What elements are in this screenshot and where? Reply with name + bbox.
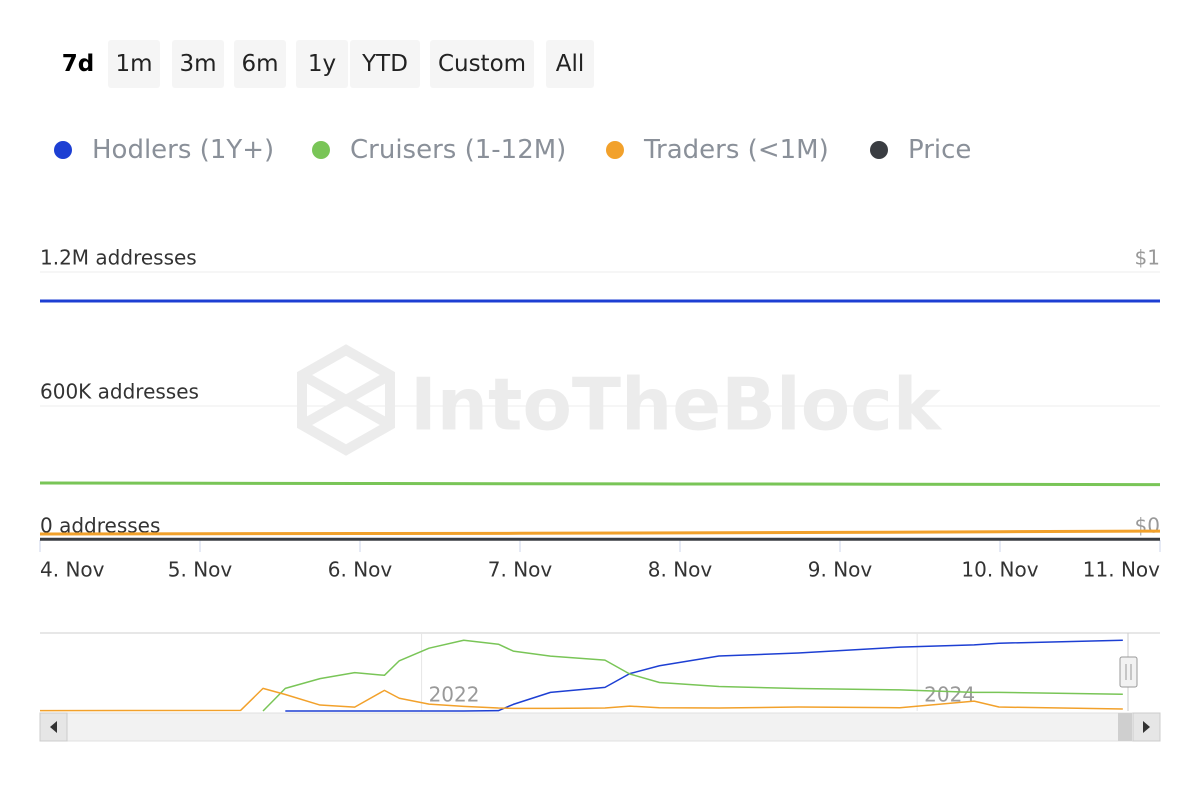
navigator-tick-label: 2022 bbox=[429, 683, 480, 707]
x-tick-label: 9. Nov bbox=[808, 558, 873, 582]
y2-tick-label: $0 bbox=[1135, 514, 1160, 538]
range-button[interactable]: 1y bbox=[296, 40, 348, 88]
x-tick-label: 11. Nov bbox=[1083, 558, 1160, 582]
x-tick-label: 10. Nov bbox=[961, 558, 1038, 582]
legend-marker bbox=[870, 141, 888, 159]
x-tick-label: 8. Nov bbox=[648, 558, 713, 582]
series-line bbox=[39, 529, 1161, 536]
series-line bbox=[285, 639, 1123, 712]
range-button[interactable]: 6m bbox=[234, 40, 286, 88]
watermark: IntoTheBlock bbox=[410, 363, 943, 447]
range-button[interactable]: 3m bbox=[172, 40, 224, 88]
scrollbar[interactable] bbox=[39, 712, 1161, 742]
legend-item[interactable]: Price bbox=[870, 132, 971, 168]
series-line bbox=[39, 687, 1123, 712]
series-line bbox=[262, 639, 1123, 712]
x-tick-label: 7. Nov bbox=[488, 558, 553, 582]
x-tick-label: 5. Nov bbox=[168, 558, 233, 582]
y-tick-label: 600K addresses bbox=[40, 380, 199, 404]
x-tick-label: 4. Nov bbox=[40, 558, 105, 582]
legend-label: Cruisers (1-12M) bbox=[350, 135, 567, 165]
legend-marker bbox=[312, 141, 330, 159]
arrow-left bbox=[50, 721, 57, 733]
y2-tick-label: $1 bbox=[1135, 246, 1160, 270]
navigator-frame bbox=[40, 633, 1160, 712]
legend-label: Hodlers (1Y+) bbox=[92, 135, 275, 165]
range-button[interactable]: 7d bbox=[61, 51, 95, 77]
y-tick-label: 1.2M addresses bbox=[40, 246, 197, 270]
range-button[interactable]: YTD bbox=[350, 40, 420, 88]
range-button[interactable]: Custom bbox=[430, 40, 534, 88]
legend-marker bbox=[606, 141, 624, 159]
range-button[interactable]: All bbox=[546, 40, 594, 88]
series-line bbox=[39, 481, 1161, 487]
legend-item[interactable]: Hodlers (1Y+) bbox=[54, 132, 274, 168]
legend-label: Price bbox=[908, 135, 972, 165]
x-tick-label: 6. Nov bbox=[328, 558, 393, 582]
legend-item[interactable]: Traders (<1M) bbox=[606, 132, 829, 168]
navigator-handle[interactable] bbox=[1119, 656, 1138, 688]
scrollbar-track bbox=[39, 712, 1161, 742]
legend-marker bbox=[54, 141, 72, 159]
watermark-logo bbox=[297, 344, 395, 456]
legend-label: Traders (<1M) bbox=[644, 135, 829, 165]
scrollbar-thumb[interactable] bbox=[1118, 713, 1132, 741]
range-button[interactable]: 1m bbox=[108, 40, 160, 88]
arrow-right bbox=[1143, 721, 1150, 733]
legend-item[interactable]: Cruisers (1-12M) bbox=[312, 132, 566, 168]
